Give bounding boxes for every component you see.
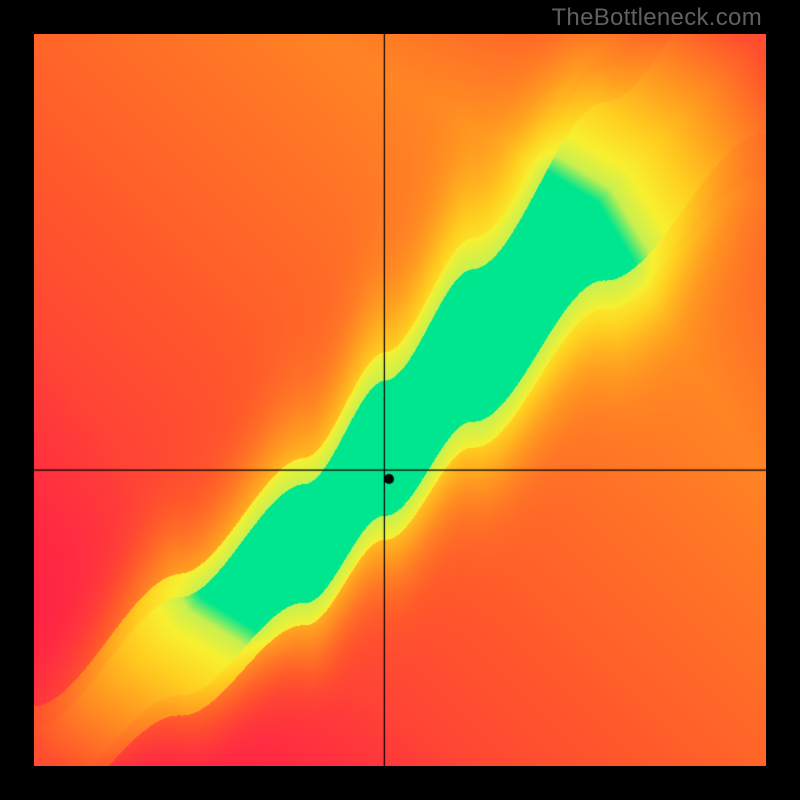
- chart-frame: TheBottleneck.com: [0, 0, 800, 800]
- watermark-text: TheBottleneck.com: [551, 4, 762, 32]
- heatmap-canvas: [34, 34, 766, 766]
- heatmap-plot: [34, 34, 766, 766]
